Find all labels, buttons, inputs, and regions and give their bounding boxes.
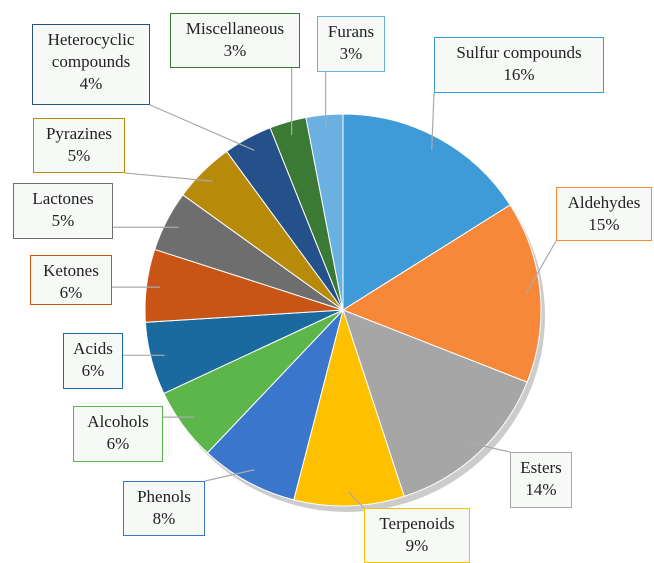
slice-value-label: 6% [59, 283, 83, 302]
slice-label: Lactones 5% [13, 183, 113, 239]
slice-name: Sulfur compounds [456, 43, 582, 62]
leader-line [431, 92, 435, 151]
slice-label: Ketones 6% [30, 255, 112, 305]
pie-slice [305, 113, 344, 311]
slice-name: Furans [327, 22, 375, 41]
leader-line [525, 240, 557, 294]
slice-label: Pyrazines 5% [33, 118, 125, 173]
slice-name: Phenols [137, 487, 191, 506]
slice-label: Terpenoids 9% [364, 508, 470, 563]
slice-label: Esters 14% [510, 452, 572, 508]
pie-slice [342, 113, 511, 311]
slice-value-label: 14% [525, 480, 557, 499]
slice-name: Terpenoids [379, 514, 455, 533]
slice-value-label: 5% [67, 146, 91, 165]
pie-slice [341, 204, 542, 383]
slice-name: Ketones [43, 261, 99, 280]
slice-name: Esters [520, 458, 562, 477]
slice-value-label: 15% [588, 215, 620, 234]
slice-name: Aldehydes [567, 193, 641, 212]
leader-line [124, 172, 213, 182]
slice-value-label: 3% [223, 41, 247, 60]
leader-line [204, 469, 255, 482]
slice-label: Sulfur compounds 16% [434, 37, 604, 93]
slice-name: Alcohols [87, 412, 149, 431]
slice-value-label: 6% [106, 434, 130, 453]
slice-value-label: 6% [81, 361, 105, 380]
slice-value-label: 4% [79, 74, 103, 93]
slice-name: Lactones [32, 189, 94, 208]
slice-label: Alcohols 6% [73, 406, 163, 462]
leader-line [348, 491, 365, 509]
slice-name: Miscellaneous [185, 19, 285, 38]
slice-name: Pyrazines [45, 124, 113, 143]
slice-name: Acids [73, 339, 113, 358]
slice-value-label: 5% [51, 211, 75, 230]
slice-value-label: 3% [339, 44, 363, 63]
slice-label: Phenols 8% [123, 481, 205, 536]
pie-slice [293, 308, 405, 507]
slice-label: Furans 3% [317, 16, 385, 72]
slice-label: Heterocyclic compounds 4% [32, 24, 150, 105]
slice-label: Aldehydes 15% [556, 187, 652, 241]
pie-slice [206, 309, 344, 501]
slice-value-label: 9% [405, 536, 429, 555]
leader-line [468, 442, 511, 453]
leader-line [149, 104, 255, 151]
slice-label: Acids 6% [63, 333, 123, 389]
slice-name: Heterocyclic compounds [47, 30, 135, 71]
slice-value-label: 8% [152, 509, 176, 528]
slice-value-label: 16% [503, 65, 535, 84]
slice-label: Miscellaneous 3% [170, 13, 300, 68]
